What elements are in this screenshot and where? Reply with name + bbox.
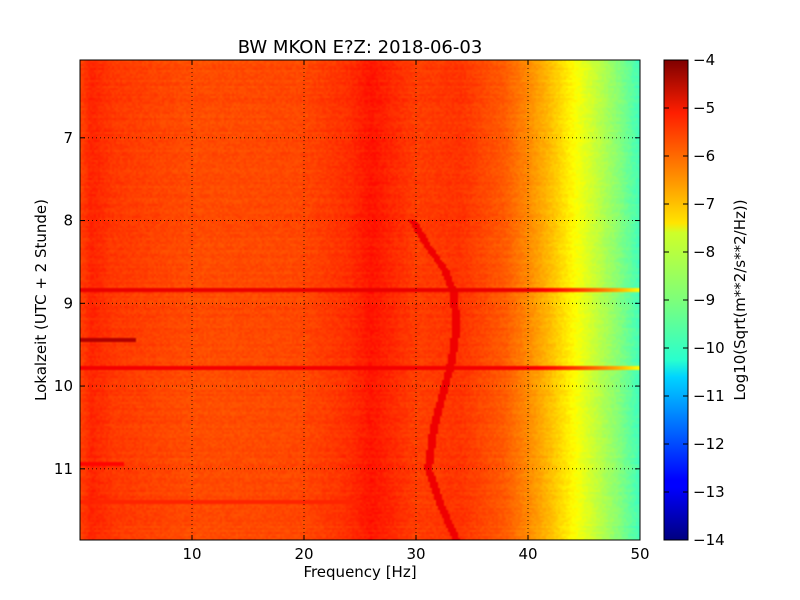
chart-title: BW MKON E?Z: 2018-06-03 — [238, 37, 483, 58]
y-axis-ticks: 7 8 9 10 11 — [54, 129, 640, 478]
y-tick-label: 7 — [63, 129, 73, 147]
y-axis-label: Lokalzeit (UTC + 2 Stunde) — [32, 199, 50, 401]
colorbar-tick-label: −11 — [693, 387, 725, 405]
colorbar-tick-label: −6 — [693, 147, 715, 165]
plot-frame — [79, 59, 641, 541]
colorbar-ticks: −4 −5 −6 −7 −8 −9 −10 −11 −12 −13 −14 — [664, 51, 725, 549]
colorbar-label: Log10(Sqrt(m**2/s**2/Hz)) — [731, 199, 749, 400]
colorbar-tick-label: −9 — [693, 291, 715, 309]
x-tick-label: 20 — [294, 545, 313, 563]
colorbar-tick-label: −7 — [693, 195, 715, 213]
colorbar-tick-label: −10 — [693, 339, 725, 357]
x-tick-label: 50 — [630, 545, 649, 563]
y-tick-label: 8 — [63, 212, 73, 230]
colorbar-tick-label: −13 — [693, 483, 725, 501]
colorbar-tick-label: −4 — [693, 51, 715, 69]
colorbar-tick-label: −12 — [693, 435, 725, 453]
y-tick-label: 11 — [54, 460, 73, 478]
x-tick-label: 40 — [518, 545, 537, 563]
grid-lines — [80, 60, 640, 540]
colorbar-tick-label: −8 — [693, 243, 715, 261]
colorbar-tick-label: −14 — [693, 531, 725, 549]
x-axis-label: Frequency [Hz] — [303, 563, 416, 581]
spectrogram-heatmap — [80, 60, 640, 540]
y-tick-label: 10 — [54, 377, 73, 395]
y-tick-label: 9 — [63, 294, 73, 312]
x-axis-ticks: 10 20 30 40 50 — [182, 60, 650, 563]
colorbar-tick-label: −5 — [693, 99, 715, 117]
x-tick-label: 10 — [182, 545, 201, 563]
x-tick-label: 30 — [406, 545, 425, 563]
